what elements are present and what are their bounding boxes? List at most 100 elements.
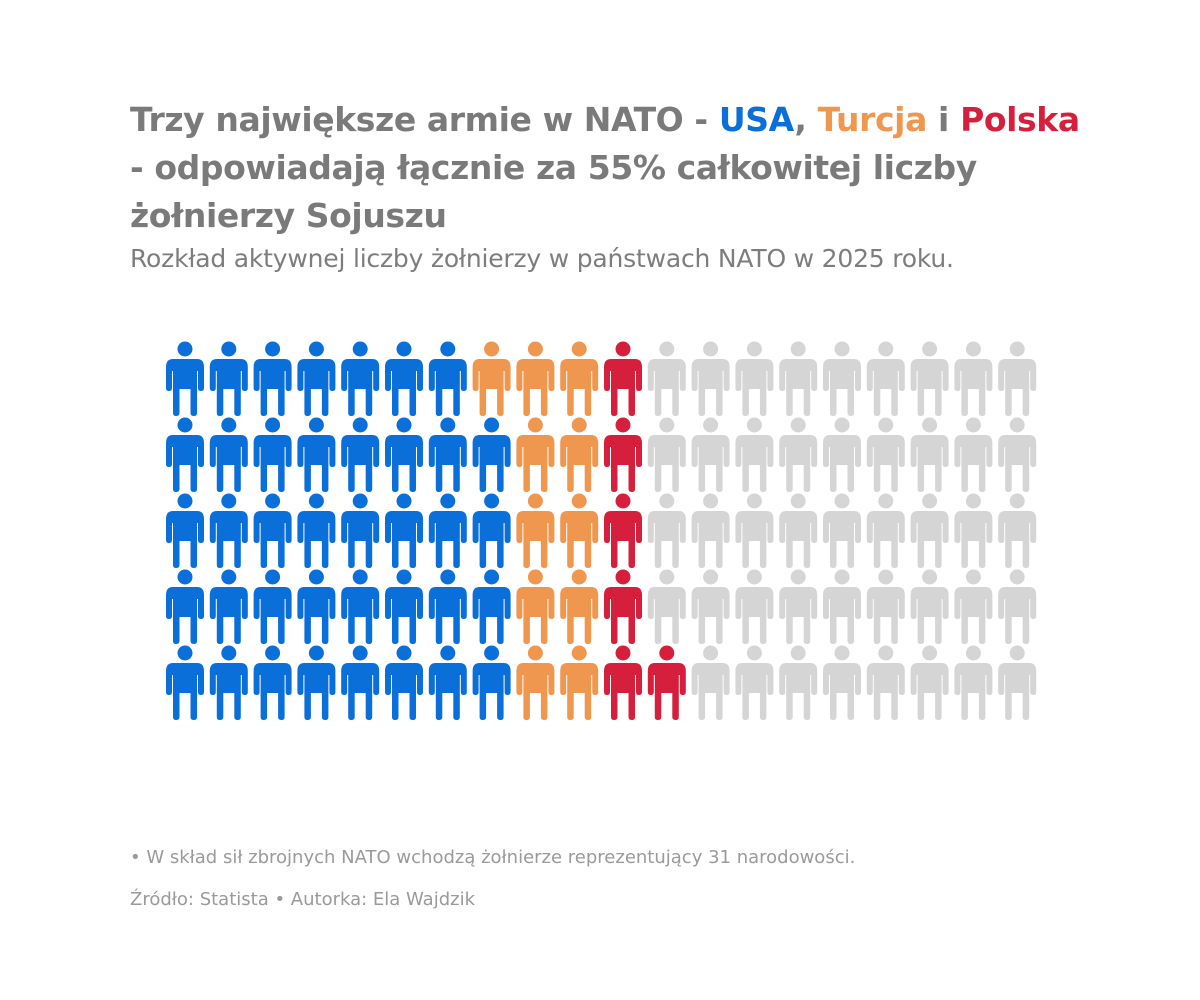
person-icon — [516, 417, 555, 492]
person-icon — [560, 645, 599, 720]
person-icon — [428, 493, 467, 568]
person-icon — [341, 645, 380, 720]
person-icon — [166, 341, 204, 416]
chart-title: Trzy największe armie w NATO - USA, Turc… — [130, 96, 1090, 240]
person-icon — [735, 341, 774, 416]
person-icon — [472, 417, 511, 492]
person-icon — [910, 417, 949, 492]
person-icon — [385, 341, 423, 416]
person-icon — [604, 645, 642, 720]
person-icon — [560, 569, 599, 644]
person-icon — [253, 341, 292, 416]
person-icon — [253, 493, 292, 568]
person-icon — [472, 341, 511, 416]
person-icon — [691, 645, 730, 720]
person-icon — [866, 341, 905, 416]
person-icon — [735, 417, 774, 492]
person-icon — [735, 569, 774, 644]
footnote: • W skład sił zbrojnych NATO wchodzą żoł… — [130, 847, 856, 868]
person-icon — [604, 341, 642, 416]
person-icon — [385, 569, 423, 644]
person-icon — [735, 493, 774, 568]
person-icon — [297, 493, 336, 568]
person-icon — [253, 645, 292, 720]
title-turkey: Turcja — [817, 100, 928, 139]
person-icon — [779, 417, 818, 492]
person-icon — [209, 341, 248, 416]
person-icon — [297, 341, 336, 416]
person-icon — [954, 341, 993, 416]
person-icon — [998, 417, 1037, 492]
person-icon — [472, 569, 511, 644]
person-icon — [691, 417, 730, 492]
person-icon — [166, 645, 204, 720]
person-icon — [954, 569, 993, 644]
person-icon — [297, 569, 336, 644]
person-icon — [779, 493, 818, 568]
person-icon — [341, 417, 380, 492]
person-icon — [910, 569, 949, 644]
person-icon — [560, 341, 599, 416]
person-icon — [385, 493, 423, 568]
person-icon — [385, 645, 423, 720]
person-icon — [560, 417, 599, 492]
person-icon — [998, 645, 1037, 720]
person-icon — [691, 493, 730, 568]
title-sep-2: i — [926, 100, 961, 139]
title-usa: USA — [718, 100, 795, 139]
person-icon — [472, 493, 511, 568]
person-icon — [385, 417, 423, 492]
person-icon — [166, 417, 204, 492]
person-icon — [691, 341, 730, 416]
person-icon — [209, 569, 248, 644]
person-icon — [735, 645, 774, 720]
person-icon — [866, 493, 905, 568]
person-icon — [954, 493, 993, 568]
person-icon — [954, 645, 993, 720]
person-icon — [998, 341, 1037, 416]
person-icon — [691, 569, 730, 644]
person-icon — [998, 569, 1037, 644]
person-icon — [779, 341, 818, 416]
person-icon — [341, 569, 380, 644]
person-icon — [954, 417, 993, 492]
person-icon — [516, 341, 555, 416]
person-icon — [910, 341, 949, 416]
person-icon — [209, 645, 248, 720]
person-icon — [823, 645, 861, 720]
person-icon — [604, 569, 642, 644]
person-icon — [866, 569, 905, 644]
person-icon — [166, 569, 204, 644]
person-icon — [166, 493, 204, 568]
person-icon — [516, 645, 555, 720]
person-icon — [910, 493, 949, 568]
person-icon — [823, 341, 861, 416]
person-icon — [647, 417, 686, 492]
person-icon — [428, 645, 467, 720]
person-icon — [604, 493, 642, 568]
person-icon — [647, 645, 686, 720]
person-icon — [823, 493, 861, 568]
person-icon — [297, 417, 336, 492]
person-icon — [253, 569, 292, 644]
title-sep-1: , — [794, 100, 818, 139]
waffle-chart — [166, 341, 1037, 720]
person-icon — [428, 417, 467, 492]
person-icon — [209, 493, 248, 568]
person-icon — [647, 493, 686, 568]
person-icon — [560, 493, 599, 568]
person-icon — [866, 645, 905, 720]
person-icon — [516, 569, 555, 644]
person-icon — [516, 493, 555, 568]
person-icon — [647, 569, 686, 644]
person-icon — [297, 645, 336, 720]
title-poland: Polska — [960, 100, 1080, 139]
title-text-2: - odpowiadają łącznie za 55% całkowitej … — [130, 148, 977, 235]
person-icon — [823, 417, 861, 492]
person-icon — [341, 493, 380, 568]
person-icon — [866, 417, 905, 492]
person-icon — [341, 341, 380, 416]
person-icon — [779, 645, 818, 720]
person-icon — [209, 417, 248, 492]
person-icon — [472, 645, 511, 720]
